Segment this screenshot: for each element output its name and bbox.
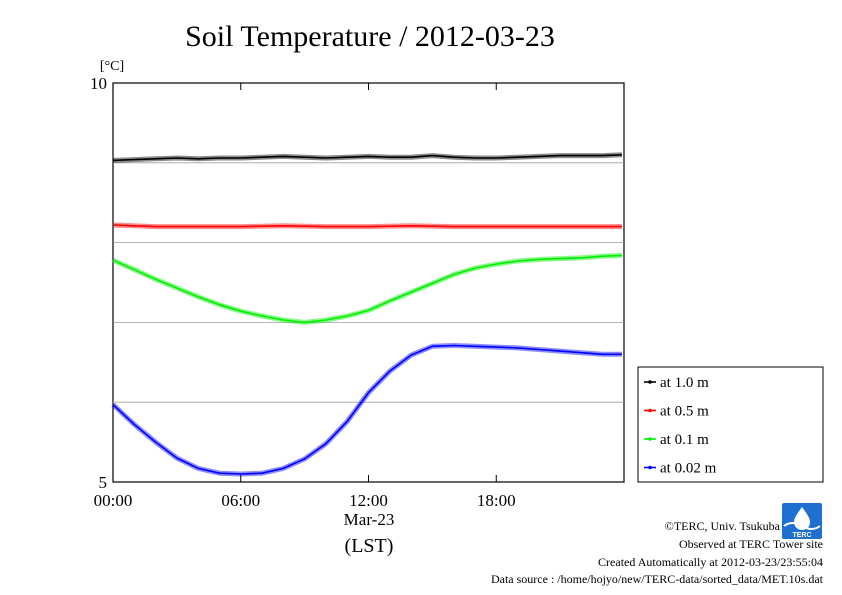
series-line [112, 154, 622, 162]
series-lines [111, 152, 623, 477]
legend-box [637, 366, 824, 483]
x-tick-label: 12:00 [349, 491, 388, 510]
legend-label: at 0.02 m [660, 461, 717, 477]
footer-site: Observed at TERC Tower site [679, 537, 823, 551]
series-line [112, 254, 622, 324]
legend-marker [648, 465, 652, 470]
series-line [112, 224, 622, 228]
logo-text: TERC [792, 532, 811, 539]
x-tick-label: 18:00 [477, 491, 516, 510]
legend: at 1.0 m at 0.5 m at 0.1 m at 0.02 m [637, 366, 824, 483]
y-tick-label: 5 [99, 473, 108, 492]
x-axis-label: (LST) [345, 535, 394, 557]
chart-title: Soil Temperature / 2012-03-23 [185, 20, 555, 53]
terc-logo: TERC [782, 503, 822, 539]
footer-credit: ©TERC, Univ. Tsukuba [665, 519, 781, 533]
footer-created: Created Automatically at 2012-03-23/23:5… [598, 555, 823, 569]
legend-label: at 1.0 m [660, 375, 709, 391]
legend-label: at 0.5 m [660, 404, 709, 420]
axis-ticks: 00:00 06:00 12:00 18:00 5 10 [90, 74, 516, 510]
legend-label: at 0.1 m [660, 432, 709, 448]
legend-marker [648, 380, 652, 384]
x-axis-date-label: Mar-23 [344, 510, 395, 529]
y-axis-unit: [°C] [100, 59, 124, 74]
series-line [112, 344, 622, 475]
gridlines [113, 162, 624, 403]
x-tick-label: 06:00 [221, 491, 260, 510]
y-tick-label: 10 [90, 74, 107, 93]
footer-source: Data source : /home/hojyo/new/TERC-data/… [491, 572, 824, 586]
x-tick-label: 00:00 [94, 491, 133, 510]
plot-area [112, 82, 625, 483]
legend-marker [648, 437, 652, 441]
legend-marker [648, 408, 652, 413]
